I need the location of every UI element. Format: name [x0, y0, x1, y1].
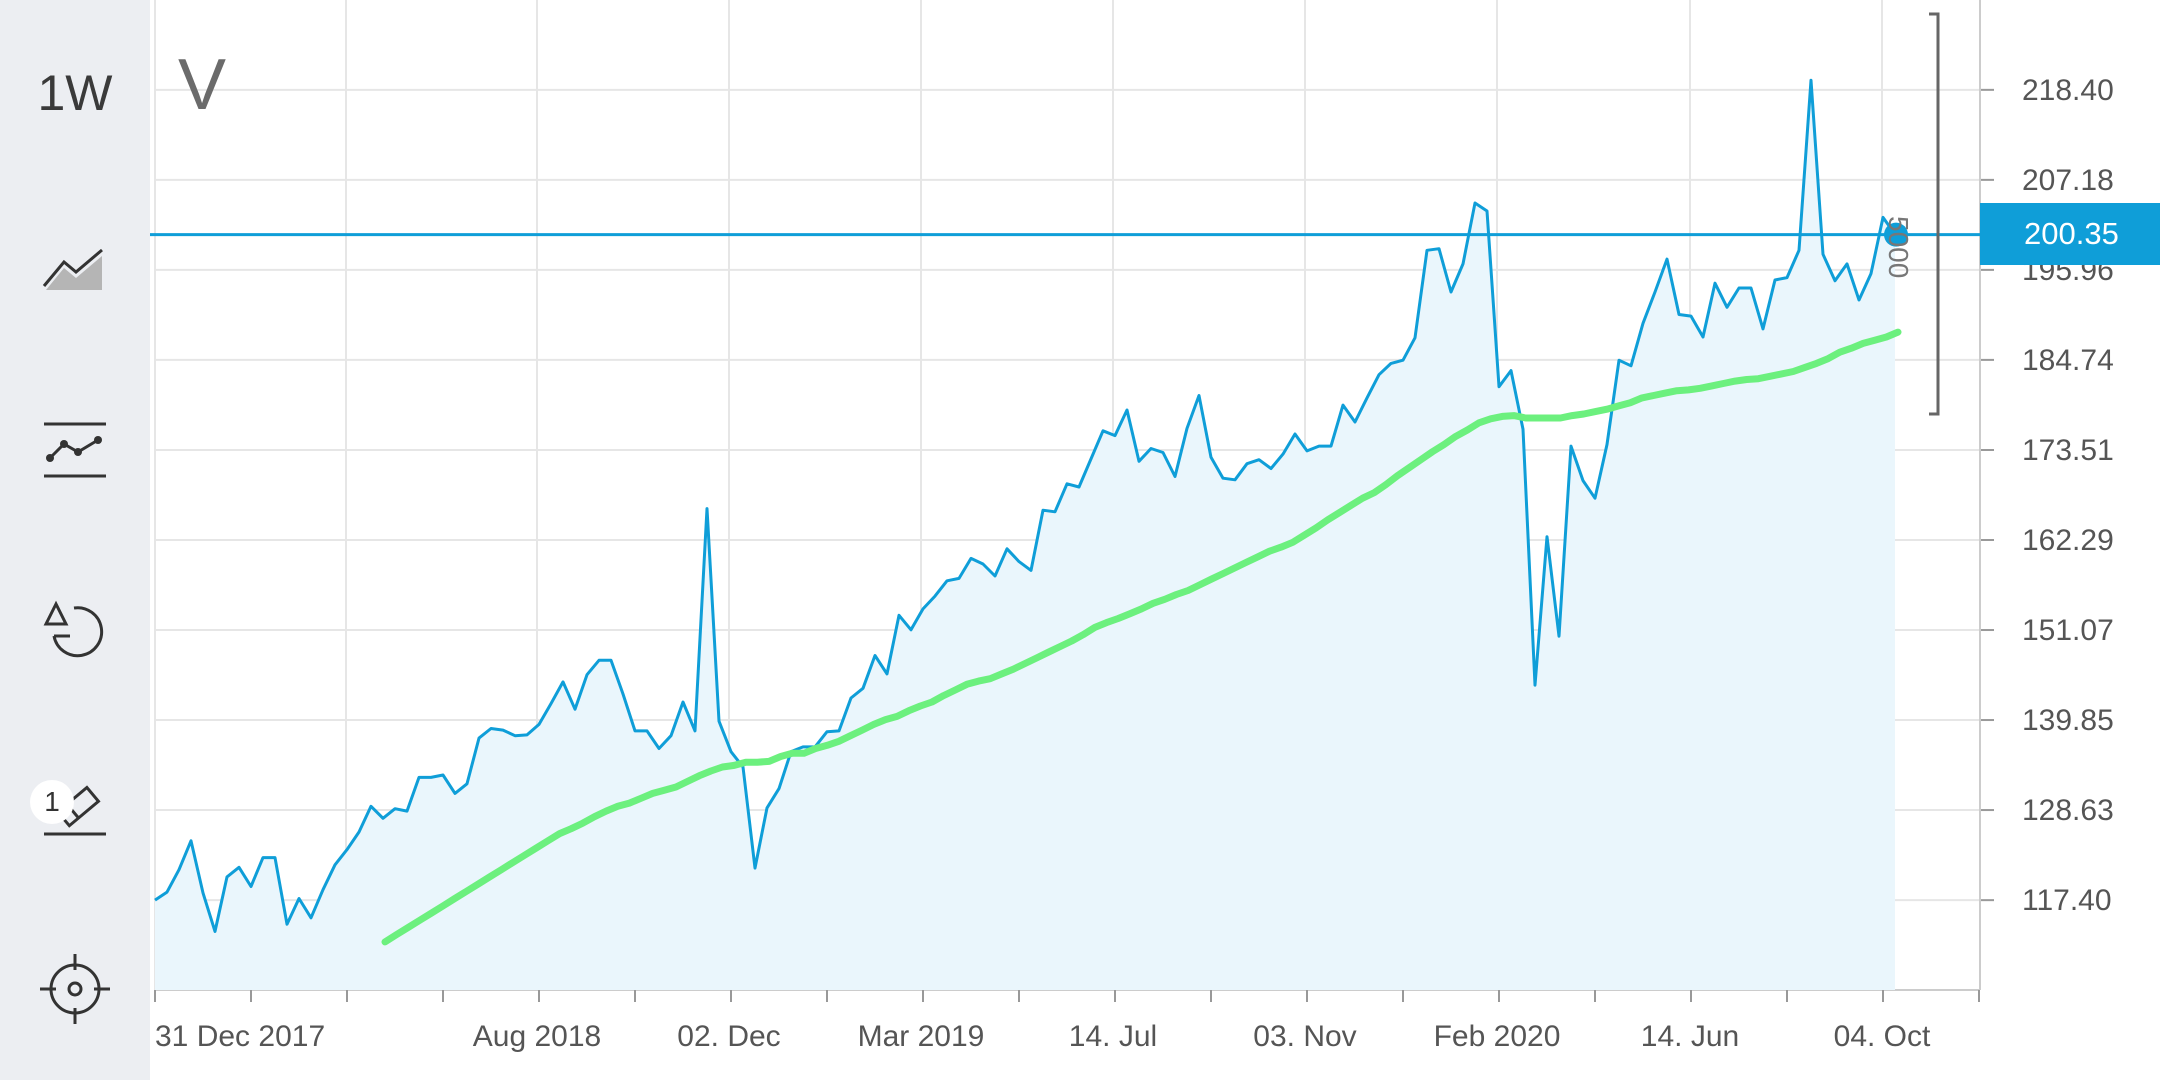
y-tick-label: 162.29: [2022, 524, 2114, 557]
x-tick-label: 31 Dec 2017: [155, 1020, 325, 1053]
y-tick-label: 139.85: [2022, 704, 2114, 737]
x-tick-label: 14. Jul: [1069, 1020, 1157, 1053]
y-tick-label: 151.07: [2022, 614, 2114, 647]
volume-scale-label: 5000: [1883, 216, 1914, 279]
y-tick-label: 218.40: [2022, 74, 2114, 107]
x-tick-label: Mar 2019: [858, 1020, 985, 1053]
indicator-icon: [44, 422, 106, 478]
x-tick-label: Aug 2018: [473, 1020, 601, 1053]
current-price-tag: 200.35: [1980, 203, 2160, 265]
indicators-button[interactable]: [30, 405, 120, 495]
volume-bracket: [1929, 12, 1940, 416]
tool-sidebar: 1W 1: [0, 0, 150, 1080]
y-tick-label: 117.40: [2022, 884, 2112, 917]
y-tick-label: 207.18: [2022, 164, 2114, 197]
x-tick-label: Feb 2020: [1434, 1020, 1561, 1053]
x-tick-label: 02. Dec: [677, 1020, 780, 1053]
x-tick-label: 04. Oct: [1834, 1020, 1931, 1053]
y-tick-label: 173.51: [2022, 434, 2114, 467]
x-tick-label: 03. Nov: [1253, 1020, 1356, 1053]
timeframe-selector[interactable]: 1W: [37, 65, 113, 121]
chart-type-button[interactable]: [30, 225, 120, 315]
crosshair-icon: [40, 954, 110, 1024]
y-tick-label: 128.63: [2022, 794, 2114, 827]
y-tick-label: 184.74: [2022, 344, 2114, 377]
crosshair-button[interactable]: [30, 944, 120, 1034]
x-tick-label: 14. Jun: [1641, 1020, 1739, 1053]
price-area-fill: [155, 80, 1895, 990]
current-price-marker: [1884, 222, 1908, 247]
shapes-icon: [43, 600, 104, 658]
symbol-label: V: [178, 45, 227, 125]
moving-average-line: [381, 328, 1902, 946]
price-line: [154, 78, 1897, 933]
area-chart-icon: [42, 248, 103, 290]
drawing-count-badge: 1: [30, 780, 74, 824]
shapes-button[interactable]: [30, 585, 120, 675]
